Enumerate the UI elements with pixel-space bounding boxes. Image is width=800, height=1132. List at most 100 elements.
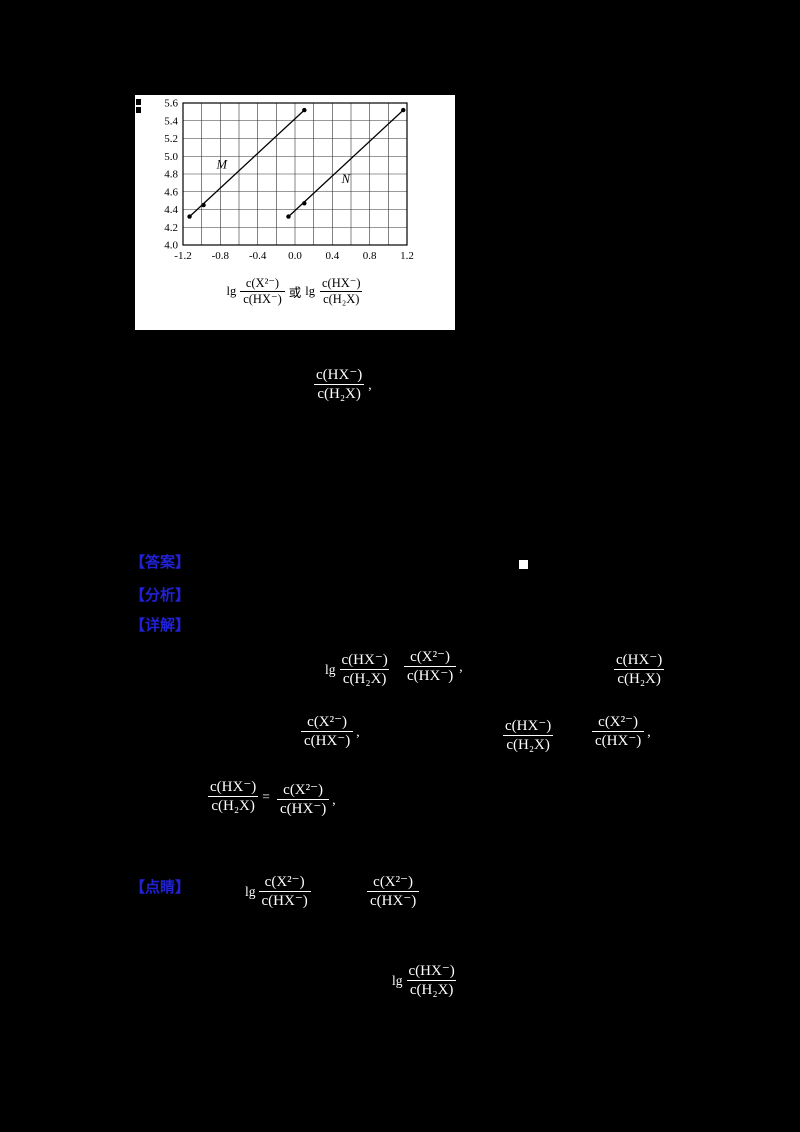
data-point <box>302 107 307 113</box>
x-tick-label: 0.8 <box>363 250 377 262</box>
chart-panel: 5.6 5.4 5.2 5.0 4.8 4.6 4.4 4.2 4.0 -1.2 -0.8 -0.4 0… <box>135 95 455 330</box>
label-analysis: 【分析】 <box>130 587 191 604</box>
fraction-denominator: c(H₂X) <box>503 735 553 754</box>
formula-7: c(X²⁻) c(HX⁻), <box>592 713 651 750</box>
series-label-N: N <box>341 172 351 186</box>
fraction-denominator: c(HX⁻) <box>258 891 311 910</box>
series-label-M: M <box>216 158 228 172</box>
fraction-numerator: c(HX⁻) <box>616 652 663 668</box>
fraction-x2-over-hx: c(X²⁻) c(HX⁻) <box>240 276 285 307</box>
formula-suffix: , <box>459 658 463 674</box>
fraction: c(X²⁻) c(HX⁻) <box>367 873 420 910</box>
data-point <box>401 107 406 113</box>
plot-border <box>182 102 408 246</box>
formula-prefix: lg <box>245 883 256 899</box>
formula-12: lg c(HX⁻) c(H₂X) <box>392 962 458 999</box>
or-label: 或 <box>288 286 302 300</box>
fraction: c(HX⁻) c(H₂X) <box>207 778 259 815</box>
fraction-numerator: c(X²⁻) <box>598 714 639 730</box>
fraction-numerator: c(X²⁻) <box>245 276 280 290</box>
x-tick-label: 0.4 <box>325 250 339 262</box>
formula-4: c(HX⁻) c(H₂X) <box>613 651 665 688</box>
fraction-numerator: c(HX⁻) <box>210 779 257 795</box>
fraction-denominator: c(HX⁻) <box>277 799 330 818</box>
fraction: c(HX⁻) c(H₂X) <box>339 651 391 688</box>
formula-suffix: , <box>368 376 372 392</box>
x-tick-label: -0.4 <box>249 250 267 262</box>
x-tick-label: 1.2 <box>400 250 414 262</box>
formula-prefix: lg <box>325 661 336 677</box>
fraction-denominator: c(HX⁻) <box>367 891 420 910</box>
fraction-denominator: c(H₂X) <box>320 291 363 307</box>
formula-10: lg c(X²⁻) c(HX⁻) <box>245 873 311 910</box>
data-point <box>187 214 192 219</box>
fraction: c(HX⁻) c(H₂X) <box>502 717 554 754</box>
fraction-numerator: c(X²⁻) <box>410 649 451 665</box>
formula-prefix: lg <box>392 972 403 988</box>
series-line-N <box>288 109 404 218</box>
fraction-denominator: c(H₂X) <box>614 669 664 688</box>
formula-9: c(X²⁻) c(HX⁻), <box>277 781 336 818</box>
fraction-numerator: c(X²⁻) <box>307 714 348 730</box>
formula-suffix: , <box>356 723 360 739</box>
fraction-denominator: c(H₂X) <box>406 980 457 999</box>
y-tick-label: 5.0 <box>164 151 178 163</box>
y-tick-label: 4.4 <box>164 204 178 216</box>
y-tick-label: 5.4 <box>164 115 178 127</box>
lg-label: lg <box>226 284 237 298</box>
fraction-numerator: c(HX⁻) <box>321 276 361 290</box>
data-point <box>286 214 291 219</box>
formula-5: c(X²⁻) c(HX⁻), <box>301 713 360 750</box>
fraction-numerator: c(X²⁻) <box>283 782 324 798</box>
y-tick-label: 4.0 <box>164 240 178 252</box>
lg-label: lg <box>305 284 315 298</box>
fraction-numerator: c(X²⁻) <box>264 874 305 890</box>
line-chart: 5.6 5.4 5.2 5.0 4.8 4.6 4.4 4.2 4.0-1.2 -0.8 -0.4 0… <box>164 98 414 263</box>
fraction-numerator: c(X²⁻) <box>373 874 414 890</box>
inline-placeholder-square <box>519 560 528 569</box>
y-tick-label: 4.2 <box>164 222 178 234</box>
fraction-numerator: c(HX⁻) <box>408 963 455 979</box>
fraction-denominator: c(HX⁻) <box>404 666 457 685</box>
fraction: c(X²⁻) c(HX⁻) <box>592 713 645 750</box>
formula-suffix: , <box>647 723 651 739</box>
fraction-denominator: c(HX⁻) <box>592 731 645 750</box>
fraction: c(HX⁻) c(H₂X) <box>613 651 665 688</box>
x-tick-label: -1.2 <box>174 250 191 262</box>
x-tick-label: -0.8 <box>212 250 230 262</box>
fraction-denominator: c(H₂X) <box>314 384 364 403</box>
formula-2: lg c(HX⁻) c(H₂X) <box>325 651 391 688</box>
formula-8: c(HX⁻) c(H₂X) = <box>207 778 270 815</box>
fraction: c(HX⁻) c(H₂X) <box>406 962 458 999</box>
formula-suffix: , <box>332 791 336 807</box>
formula-6: c(HX⁻) c(H₂X) <box>502 717 554 754</box>
fraction: c(HX⁻) c(H₂X) <box>313 366 365 403</box>
fraction-denominator: c(H₂X) <box>208 796 258 815</box>
fraction-denominator: c(HX⁻) <box>301 731 354 750</box>
y-axis-title-fragment <box>135 99 143 115</box>
label-detail: 【详解】 <box>130 617 191 634</box>
x-axis-title: lg c(X²⁻) c(HX⁻) 或 lg c(HX⁻) c(H₂X) <box>135 276 455 307</box>
y-tick-label: 5.6 <box>164 98 178 110</box>
fraction-numerator: c(HX⁻) <box>316 367 363 383</box>
y-tick-label: 5.2 <box>164 133 178 145</box>
x-tick-label: 0.0 <box>288 250 302 262</box>
label-answer: 【答案】 <box>130 554 191 571</box>
formula-suffix: = <box>262 788 270 804</box>
fraction: c(X²⁻) c(HX⁻) <box>301 713 354 750</box>
fraction: c(X²⁻) c(HX⁻) <box>258 873 311 910</box>
fraction-numerator: c(HX⁻) <box>505 718 552 734</box>
fraction-denominator: c(HX⁻) <box>240 291 285 307</box>
fraction-hx-over-h2x: c(HX⁻) c(H₂X) <box>319 276 364 307</box>
formula-11: c(X²⁻) c(HX⁻) <box>367 873 420 910</box>
fraction: c(X²⁻) c(HX⁻) <box>404 648 457 685</box>
fraction-denominator: c(H₂X) <box>339 669 390 688</box>
y-tick-label: 4.6 <box>164 186 178 198</box>
formula-3: c(X²⁻) c(HX⁻), <box>404 648 463 685</box>
label-key-point: 【点睛】 <box>130 879 191 896</box>
data-point <box>201 202 206 208</box>
y-tick-label: 4.8 <box>164 169 178 181</box>
series-line-M <box>189 109 305 218</box>
fraction-numerator: c(HX⁻) <box>341 652 388 668</box>
